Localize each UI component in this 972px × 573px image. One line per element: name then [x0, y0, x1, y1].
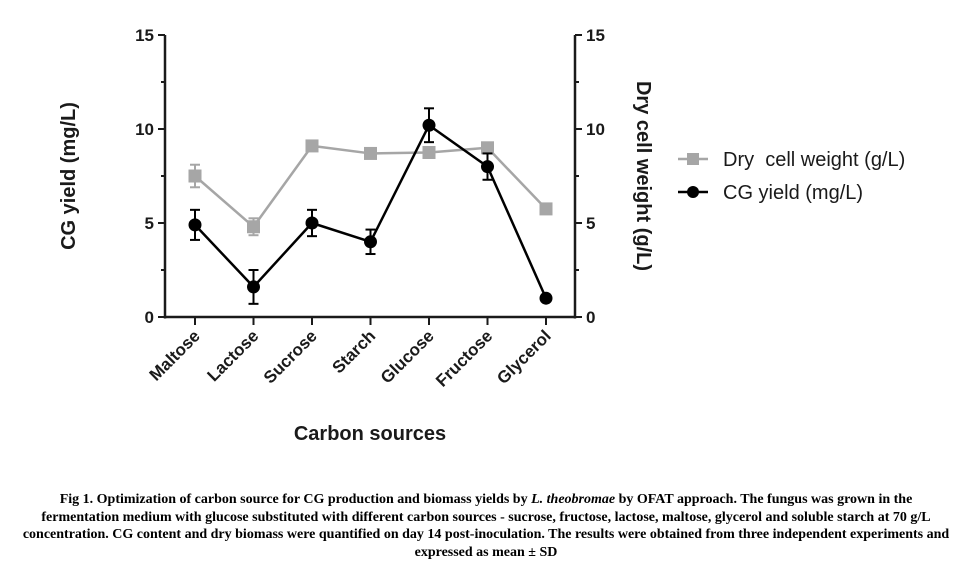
y-right-tick-label: 5 [586, 214, 595, 233]
y-axis-right-title: Dry cell weight (g/L) [632, 81, 654, 271]
x-axis-title: Carbon sources [294, 423, 446, 445]
data-point-square [481, 141, 494, 155]
legend-label: CG yield (mg/L) [723, 182, 863, 204]
x-tick-label: Glucose [377, 326, 438, 387]
x-tick-label: Lactose [203, 326, 262, 385]
y-right-tick-label: 10 [586, 120, 605, 139]
series-dry-cell-weight [188, 139, 553, 237]
data-point-circle [422, 118, 436, 132]
x-tick-label: Maltose [146, 326, 204, 384]
series-layer [188, 107, 553, 305]
data-point-square [188, 169, 202, 183]
legend-item: CG yield (mg/L) [678, 182, 863, 204]
legend-item: Dry cell weight (g/L) [678, 149, 905, 171]
y-left-tick-label: 0 [145, 308, 154, 327]
y-right-tick-label: 0 [586, 308, 595, 327]
caption-species: L. theobromae [531, 492, 616, 507]
data-point-square [422, 146, 436, 159]
legend-label: Dry cell weight (g/L) [723, 149, 905, 171]
legend-marker-circle [687, 186, 699, 198]
caption-label: Fig 1. [59, 492, 94, 507]
data-point-square [305, 139, 319, 153]
data-point-square [539, 202, 553, 216]
x-tick-label: Glycerol [493, 326, 555, 388]
data-point-circle [188, 218, 202, 232]
data-point-circle [364, 235, 377, 249]
data-point-square [364, 146, 377, 160]
y-left-tick-label: 15 [135, 26, 154, 45]
series-cg-yield [188, 107, 553, 305]
data-point-circle [305, 216, 319, 230]
y-right-tick-label: 15 [586, 26, 605, 45]
data-point-circle [247, 280, 260, 294]
data-point-circle [539, 291, 553, 305]
x-tick-label: Starch [328, 326, 379, 377]
x-tick-label: Sucrose [260, 326, 321, 387]
data-point-circle [481, 160, 494, 174]
labels: CG yield (mg/L) Dry cell weight (g/L) Ca… [58, 81, 654, 445]
y-axis-left-title: CG yield (mg/L) [58, 102, 80, 250]
caption-text-after: by OFAT approach. The fungus was grown i… [22, 492, 950, 560]
y-left-tick-label: 5 [145, 214, 154, 233]
figure-caption: Fig 1. Optimization of carbon source for… [20, 491, 952, 561]
x-tick-label: Fructose [432, 326, 496, 390]
legend-marker-square [687, 153, 699, 165]
y-left-tick-label: 10 [135, 120, 154, 139]
data-point-square [247, 220, 260, 234]
legend: Dry cell weight (g/L) CG yield (mg/L) [678, 149, 905, 204]
caption-text-before: Optimization of carbon source for CG pro… [96, 492, 528, 507]
